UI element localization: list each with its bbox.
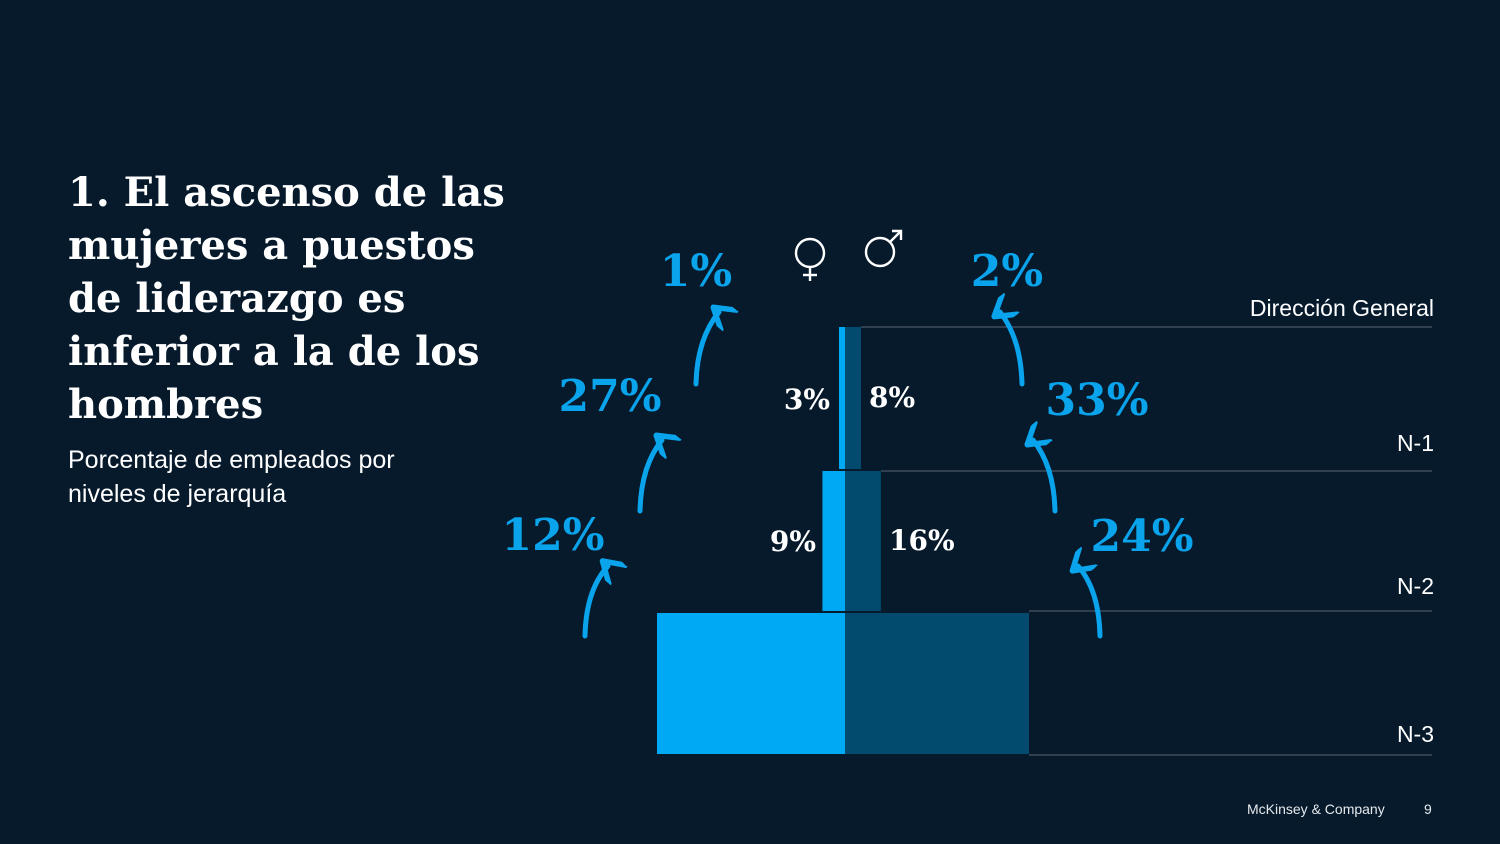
rate-women-n3-n2: 12% — [501, 510, 604, 561]
bar-women-n-1 — [838, 327, 845, 469]
bar-men-n-3 — [845, 613, 1029, 754]
rate-men-n1-dg: 2% — [971, 246, 1043, 297]
promotion-arrows — [582, 312, 1103, 639]
page-number: 9 — [1424, 801, 1432, 817]
level-labels: Dirección General N-1 N-2 N-3 — [1250, 295, 1434, 747]
bar-men-n-2 — [845, 471, 881, 611]
level-label: Dirección General — [1250, 295, 1434, 321]
level-label: N-2 — [1397, 573, 1434, 599]
rate-women-n1-dg: 1% — [660, 246, 732, 297]
bar-men-n-1 — [845, 327, 862, 469]
level-label: N-3 — [1397, 721, 1434, 747]
rate-women-n2-n1: 27% — [558, 371, 661, 422]
female-symbol-icon — [794, 237, 826, 281]
level-label: N-1 — [1397, 430, 1434, 456]
promotion-rate-labels: 12% 27% 1% 24% 33% 2% — [501, 246, 1193, 562]
women-n2-value: 9% — [770, 525, 816, 558]
arrow-men-n3-n2 — [1078, 566, 1103, 639]
bar-value-labels: 3% 8% 9% 16% — [770, 381, 955, 558]
men-n2-value: 16% — [889, 524, 955, 557]
rate-men-n3-n2: 24% — [1090, 511, 1193, 562]
bars — [657, 327, 1029, 754]
page-subtitle: Porcentaje de empleados por niveles de j… — [68, 446, 395, 508]
men-n1-value: 8% — [869, 381, 915, 414]
arrow-women-n2-n1 — [637, 440, 662, 514]
footer-brand: McKinsey & Company — [1247, 801, 1385, 817]
women-n1-value: 3% — [784, 383, 830, 416]
arrow-men-n2-n1 — [1033, 440, 1058, 514]
bar-women-n-2 — [822, 471, 845, 611]
bar-women-n-3 — [657, 613, 845, 754]
male-symbol-icon — [864, 229, 903, 268]
rate-men-n2-n1: 33% — [1045, 375, 1148, 426]
arrow-women-n3-n2 — [582, 566, 608, 639]
arrow-men-n1-dg — [1000, 312, 1025, 387]
page-title: 1. El ascenso de las mujeres a puestos d… — [68, 169, 505, 428]
arrow-women-n1-dg — [693, 312, 719, 387]
